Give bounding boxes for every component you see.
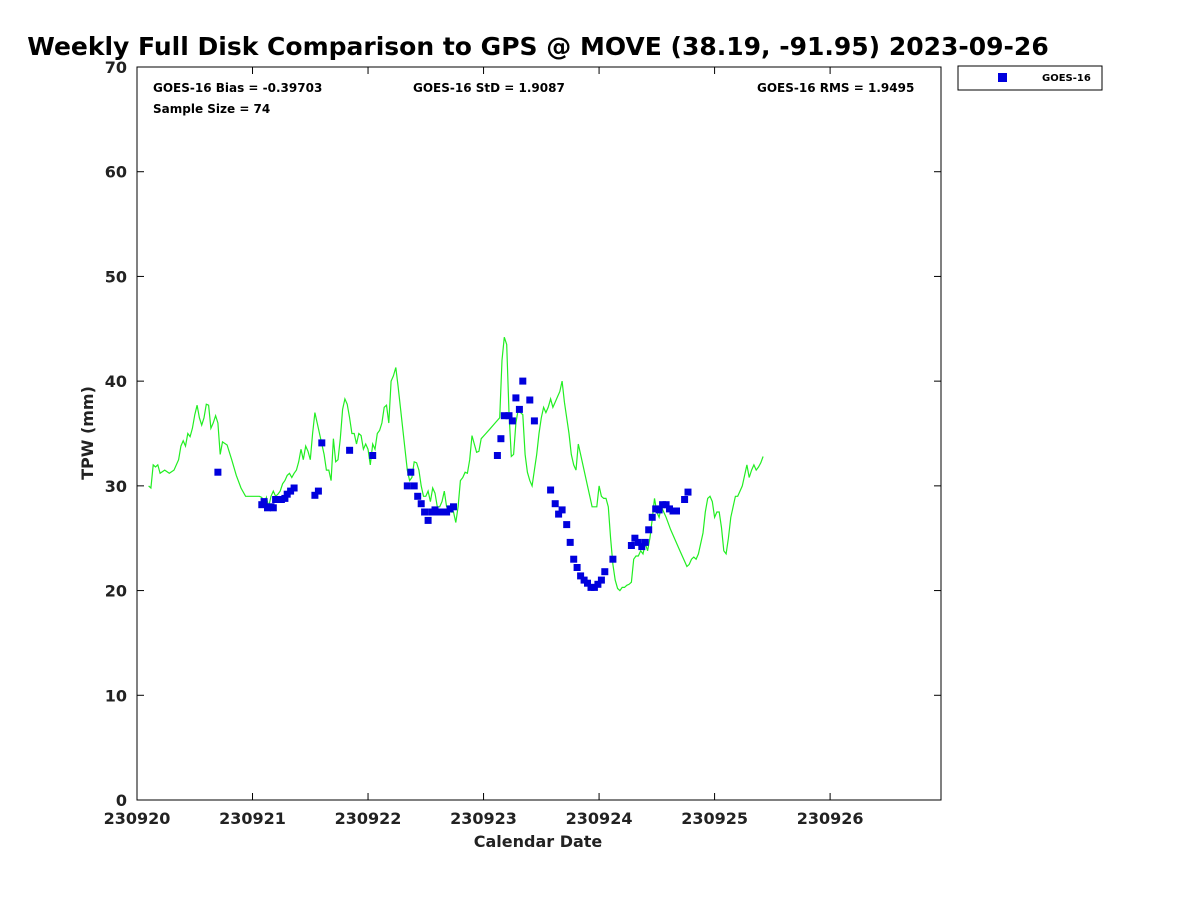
goes16-point [673, 507, 680, 515]
goes16-point [403, 482, 411, 490]
goes16-point [634, 538, 642, 546]
rms-stat: GOES-16 RMS = 1.9495 [757, 81, 914, 95]
x-tick-label: 230922 [335, 809, 402, 828]
goes16-point [594, 580, 602, 588]
legend-box [957, 65, 1103, 91]
y-tick-label: 30 [105, 477, 127, 496]
x-tick-label: 230925 [681, 809, 748, 828]
goes16-point [512, 394, 520, 402]
goes16-point [318, 439, 326, 447]
goes16-point [500, 412, 508, 420]
goes16-point [555, 510, 563, 518]
goes16-point [566, 538, 574, 546]
goes16-point [515, 405, 523, 413]
goes16-point [269, 504, 277, 512]
goes16-point [281, 494, 289, 502]
goes16-point [662, 501, 670, 509]
goes16-point [260, 498, 268, 506]
goes16-point [505, 412, 513, 420]
goes16-point [530, 417, 538, 425]
goes16-point [648, 513, 656, 521]
x-tick-label: 230926 [797, 809, 864, 828]
goes16-point [493, 452, 501, 459]
goes16-point [314, 487, 322, 495]
x-axis-label: Calendar Date [474, 832, 603, 851]
goes16-point [681, 496, 689, 503]
legend-label-goes16: GOES-16 [1042, 73, 1091, 84]
y-axis-label: TPW (mm) [78, 386, 97, 480]
goes16-point [551, 500, 559, 508]
goes16-point [497, 435, 505, 443]
goes16-point [508, 417, 516, 425]
goes16-point [369, 452, 377, 459]
goes16-point [631, 534, 639, 542]
goes16-point [526, 396, 534, 404]
goes16-point [407, 468, 415, 476]
goes16-point [421, 508, 429, 516]
legend: GOES-16 [957, 65, 1103, 91]
goes16-point [570, 555, 578, 563]
sample-size-stat: Sample Size = 74 [153, 102, 270, 116]
series-layer [148, 337, 764, 592]
goes16-point [547, 486, 555, 494]
goes16-point [573, 564, 581, 571]
goes16-point [558, 506, 566, 514]
y-tick-label: 50 [105, 267, 127, 286]
goes16-point [684, 488, 692, 496]
goes16-point [655, 506, 663, 514]
goes16-point [417, 500, 425, 508]
goes16-point [601, 568, 609, 576]
x-tick-label: 230924 [566, 809, 633, 828]
goes16-point [346, 446, 354, 454]
plot-area [136, 66, 942, 801]
goes16-point [311, 491, 319, 499]
y-tick-label: 40 [105, 372, 127, 391]
goes16-point [290, 484, 298, 492]
x-tick-label: 230920 [104, 809, 171, 828]
goes16-point [577, 572, 585, 580]
axes: 0 10 20 30 40 50 60 70 230920 230921 230922 230923 2… [104, 58, 941, 828]
y-tick-label: 0 [116, 791, 127, 810]
std-stat: GOES-16 StD = 1.9087 [413, 81, 565, 95]
goes16-point [597, 576, 605, 584]
goes16-point [627, 542, 635, 549]
gps-series-line [148, 337, 764, 592]
goes16-point [424, 516, 432, 524]
y-tick-label: 70 [105, 58, 127, 77]
y-tick-label: 20 [105, 582, 127, 601]
chart-title: Weekly Full Disk Comparison to GPS @ MOV… [27, 32, 1048, 61]
legend-marker [998, 73, 1007, 82]
goes16-point [410, 482, 418, 490]
x-tick-label: 230921 [219, 809, 286, 828]
bias-stat: GOES-16 Bias = -0.39703 [153, 81, 322, 95]
y-tick-label: 60 [105, 163, 127, 182]
goes16-point [450, 503, 457, 511]
goes16-point [641, 538, 649, 546]
goes16-point [214, 468, 222, 476]
x-tick-label: 230923 [450, 809, 517, 828]
goes16-point [609, 555, 617, 563]
goes16-point [414, 492, 422, 500]
goes16-point [645, 526, 653, 534]
goes16-point [519, 377, 527, 385]
goes16-point [584, 579, 591, 587]
y-tick-label: 10 [105, 686, 127, 705]
goes16-point [563, 521, 571, 529]
goes16-point [638, 543, 646, 551]
